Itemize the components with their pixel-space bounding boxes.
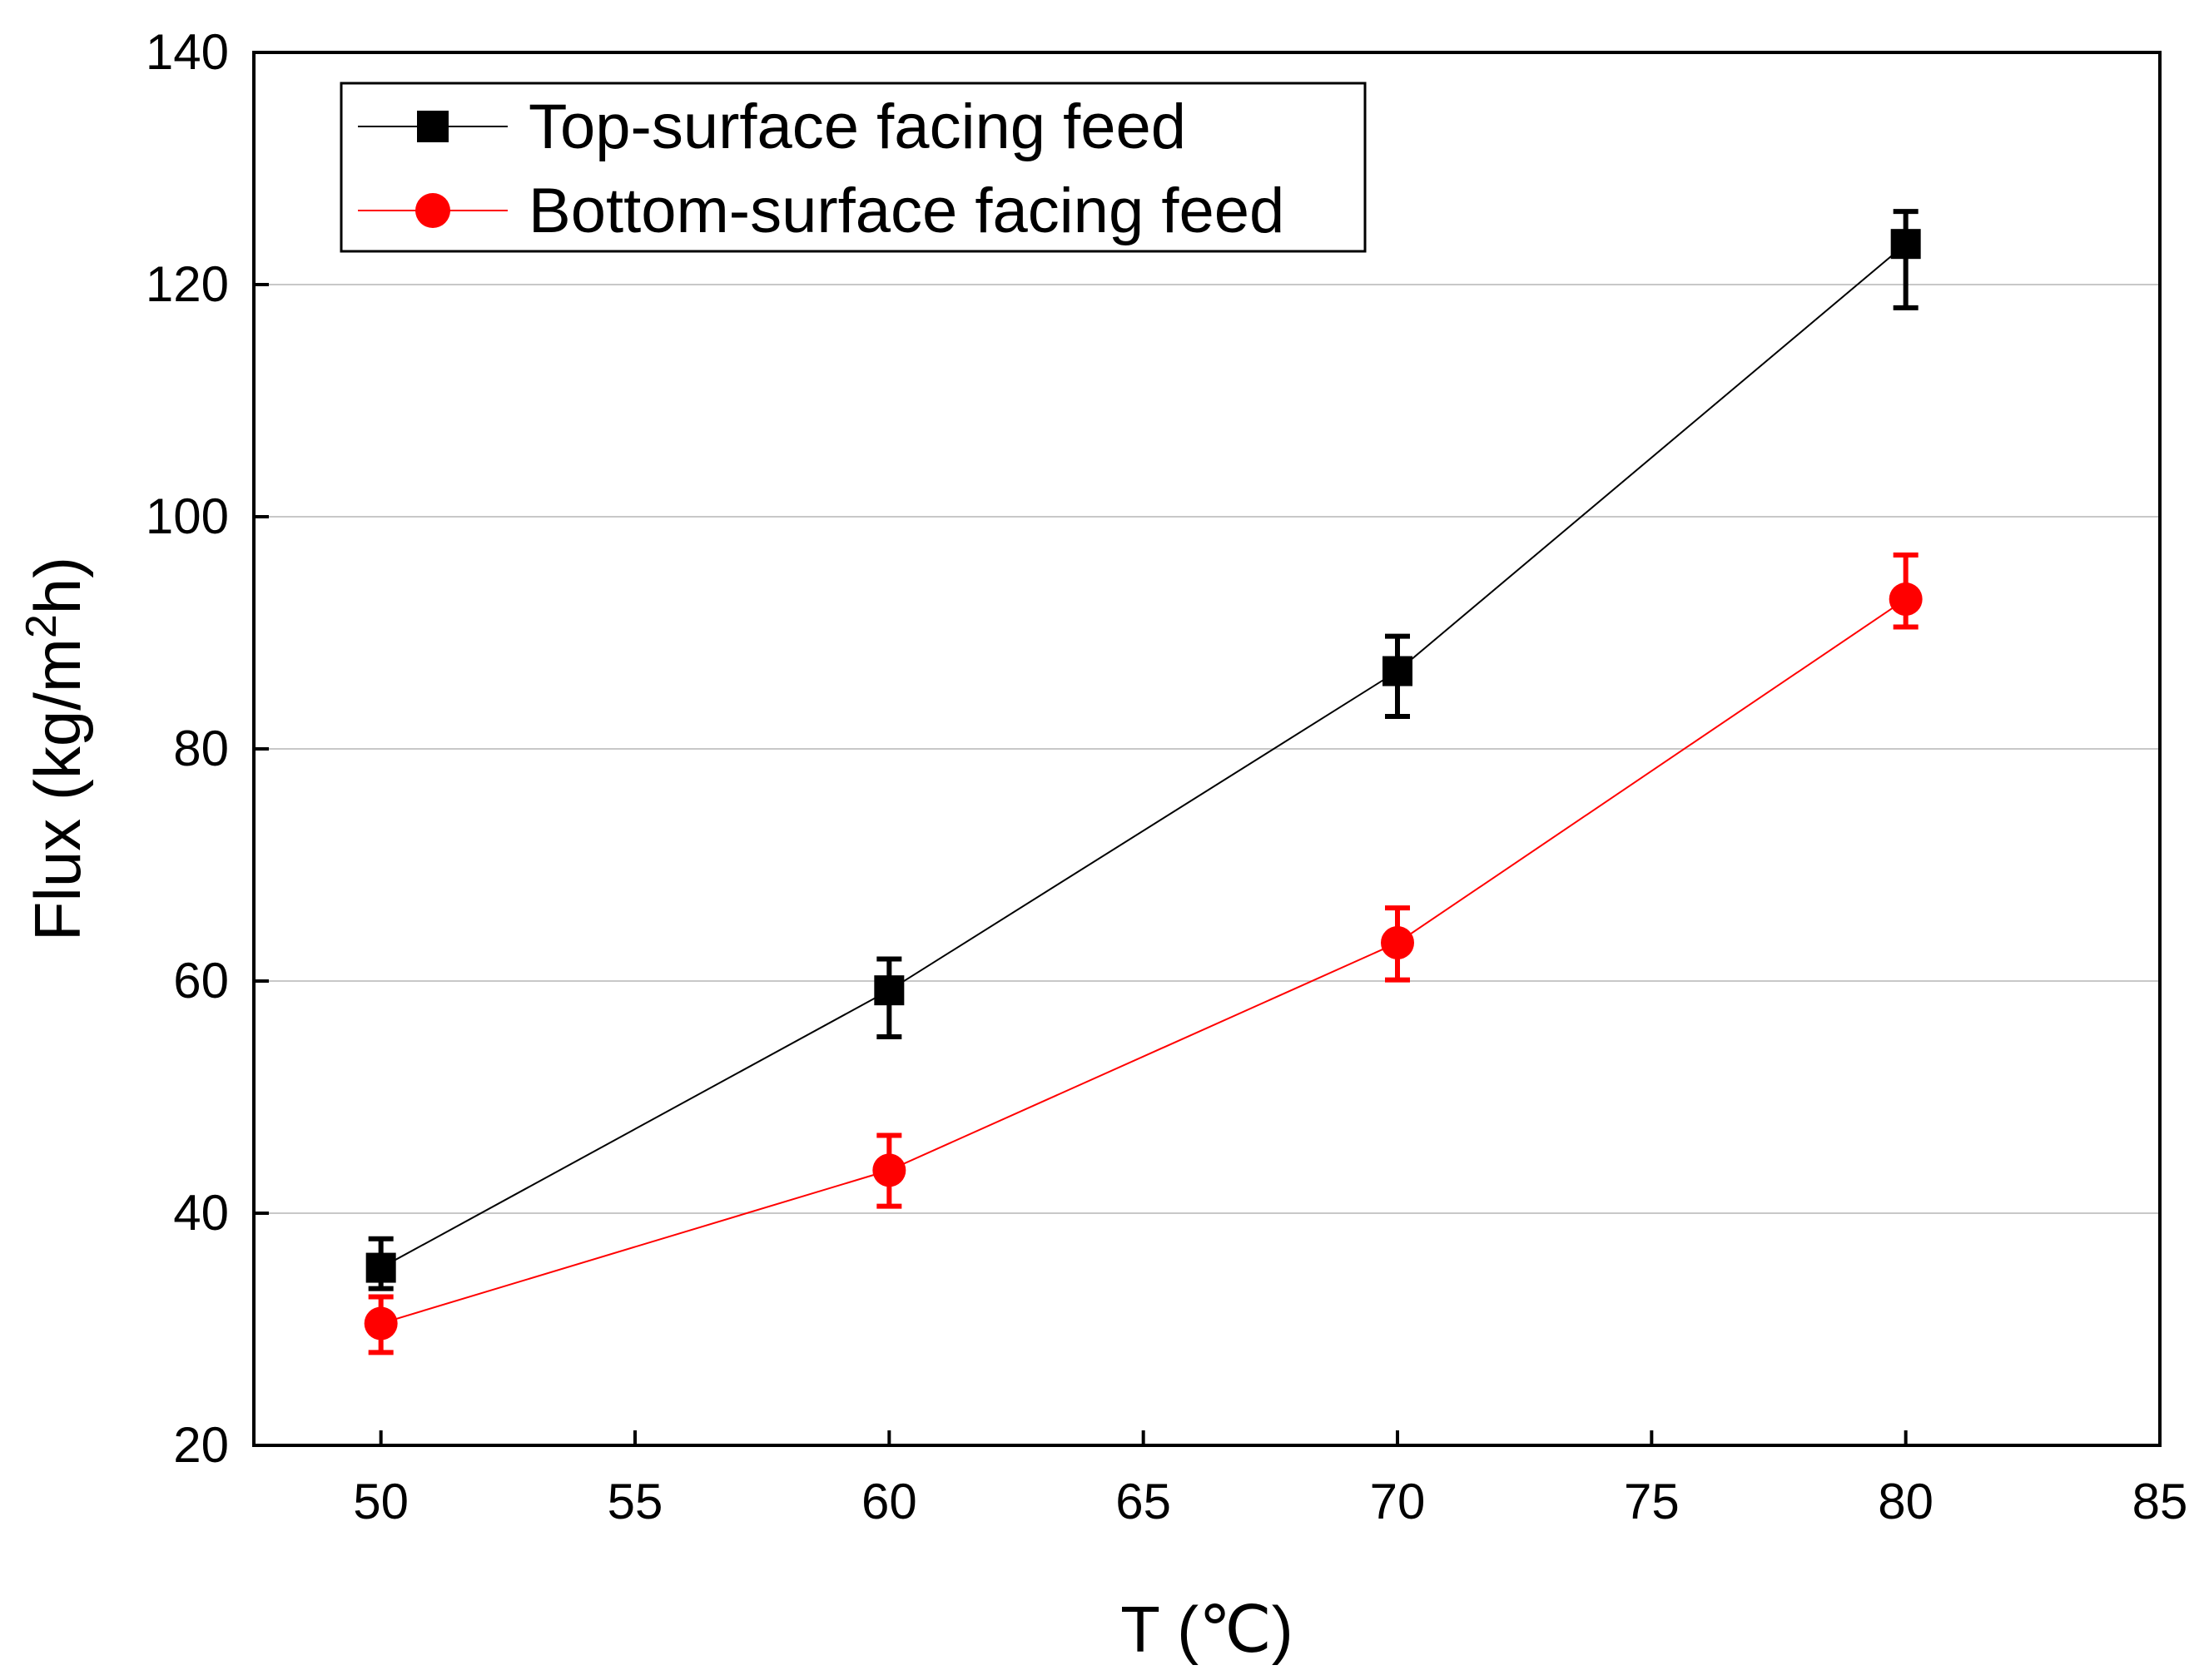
y-axis-title-superscript: 2 bbox=[17, 614, 66, 638]
series-bottom-surface bbox=[364, 553, 1923, 1355]
x-tick-label: 65 bbox=[1115, 1474, 1171, 1529]
y-axis-title: Flux (kg/m2h) bbox=[17, 557, 94, 941]
legend-label-top-surface: Top-surface facing feed bbox=[529, 92, 1186, 162]
y-tick-label: 80 bbox=[173, 721, 229, 776]
axis-ticks: 20 40 60 80 100 120 140 50 55 60 65 70 75 80 85 bbox=[146, 24, 2187, 1529]
data-point-circle bbox=[1381, 925, 1414, 959]
series-top-surface bbox=[365, 209, 1921, 1291]
x-tick-label: 85 bbox=[2132, 1474, 2188, 1529]
x-tick-label: 75 bbox=[1624, 1474, 1680, 1529]
y-tick-label: 100 bbox=[146, 488, 229, 544]
series-layer bbox=[364, 209, 1923, 1355]
y-tick-label: 120 bbox=[146, 256, 229, 312]
legend-marker-circle-icon bbox=[415, 193, 450, 228]
data-point-circle bbox=[1889, 582, 1923, 617]
y-tick-label: 40 bbox=[173, 1185, 229, 1241]
x-tick-label: 60 bbox=[861, 1474, 917, 1529]
y-tick-label: 20 bbox=[173, 1417, 229, 1473]
series-line bbox=[380, 243, 1907, 1269]
x-tick-label: 80 bbox=[1878, 1474, 1933, 1529]
gridlines bbox=[254, 284, 2160, 1214]
x-tick-label: 50 bbox=[353, 1474, 409, 1529]
series-line bbox=[380, 598, 1907, 1325]
legend-box bbox=[340, 82, 1367, 253]
y-tick-label: 60 bbox=[173, 953, 229, 1008]
x-tick-label: 55 bbox=[608, 1474, 663, 1529]
x-axis-title: T (℃) bbox=[1120, 1593, 1293, 1666]
x-tick-label: 70 bbox=[1370, 1474, 1426, 1529]
data-point-square bbox=[874, 975, 905, 1006]
y-tick-label: 140 bbox=[146, 24, 229, 80]
y-axis-title-main: Flux (kg/m bbox=[21, 638, 94, 941]
data-point-circle bbox=[872, 1153, 906, 1187]
data-point-circle bbox=[364, 1306, 398, 1341]
data-point-square bbox=[365, 1252, 396, 1283]
legend-marker-square-icon bbox=[417, 111, 449, 142]
legend-label-bottom-surface: Bottom-surface facing feed bbox=[529, 176, 1284, 246]
data-point-square bbox=[1890, 229, 1921, 260]
data-point-square bbox=[1382, 656, 1412, 686]
y-axis-title-tail: h) bbox=[21, 557, 94, 614]
legend: Top-surface facing feed Bottom-surface f… bbox=[340, 82, 1367, 253]
